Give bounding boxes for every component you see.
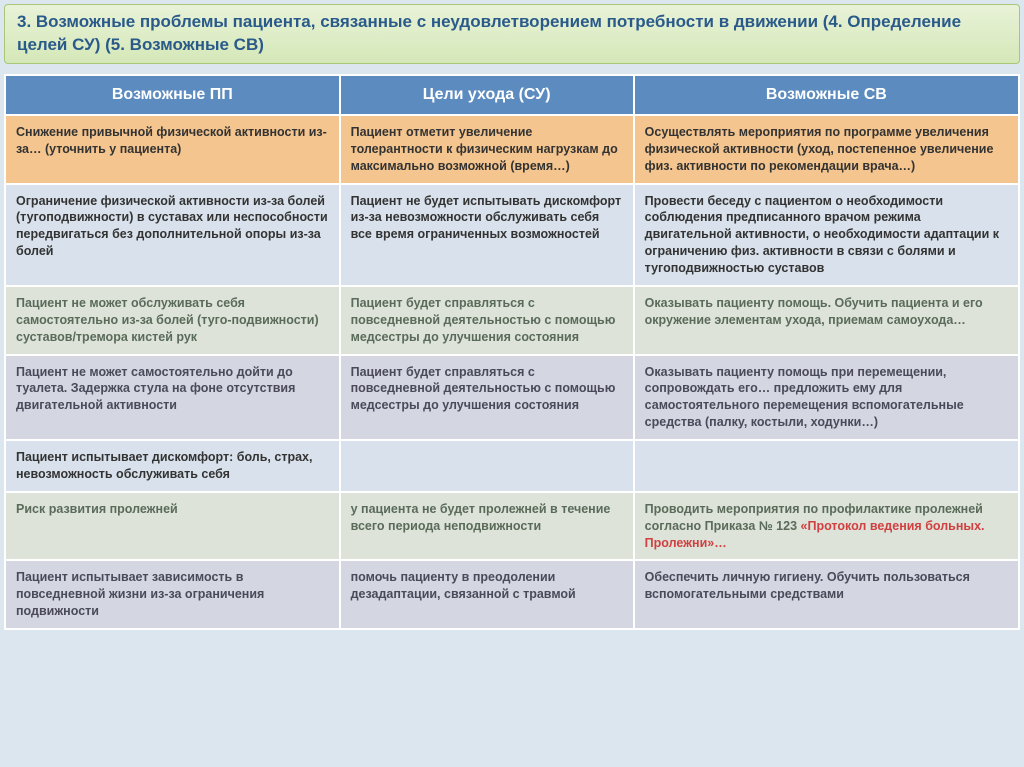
cell-su: помочь пациенту в преодолении дезадаптац… (340, 560, 634, 629)
cell-pp: Пациент испытывает дискомфорт: боль, стр… (5, 440, 340, 492)
cell-sv: Провести беседу с пациентом о необходимо… (634, 184, 1019, 286)
cell-su: Пациент будет справляться с повседневной… (340, 355, 634, 441)
cell-sv: Осуществлять мероприятия по программе ув… (634, 115, 1019, 184)
table-row: Пациент не может самостоятельно дойти до… (5, 355, 1019, 441)
slide-title: 3. Возможные проблемы пациента, связанны… (17, 11, 1007, 57)
cell-su (340, 440, 634, 492)
cell-su: Пациент отметит увеличение толерантности… (340, 115, 634, 184)
table-row: Пациент не может обслуживать себя самост… (5, 286, 1019, 355)
table-row: Пациент испытывает дискомфорт: боль, стр… (5, 440, 1019, 492)
cell-su: Пациент будет справляться с повседневной… (340, 286, 634, 355)
col-header-su: Цели ухода (СУ) (340, 75, 634, 115)
col-header-pp: Возможные ПП (5, 75, 340, 115)
cell-pp: Пациент не может обслуживать себя самост… (5, 286, 340, 355)
cell-sv: Оказывать пациенту помощь при перемещени… (634, 355, 1019, 441)
cell-pp: Риск развития пролежней (5, 492, 340, 561)
cell-pp: Ограничение физической активности из-за … (5, 184, 340, 286)
slide-header: 3. Возможные проблемы пациента, связанны… (4, 4, 1020, 64)
table-header-row: Возможные ПП Цели ухода (СУ) Возможные С… (5, 75, 1019, 115)
cell-pp: Пациент не может самостоятельно дойти до… (5, 355, 340, 441)
col-header-sv: Возможные СВ (634, 75, 1019, 115)
cell-pp: Пациент испытывает зависимость в повседн… (5, 560, 340, 629)
cell-pp: Снижение привычной физической активности… (5, 115, 340, 184)
table-row: Риск развития пролежней у пациента не бу… (5, 492, 1019, 561)
cell-sv: Обеспечить личную гигиену. Обучить польз… (634, 560, 1019, 629)
problems-table: Возможные ПП Цели ухода (СУ) Возможные С… (4, 74, 1020, 630)
table-row: Ограничение физической активности из-за … (5, 184, 1019, 286)
table-row: Снижение привычной физической активности… (5, 115, 1019, 184)
cell-su: у пациента не будет пролежней в течение … (340, 492, 634, 561)
cell-sv: Оказывать пациенту помощь. Обучить пацие… (634, 286, 1019, 355)
cell-sv (634, 440, 1019, 492)
cell-su: Пациент не будет испытывать дискомфорт и… (340, 184, 634, 286)
table-row: Пациент испытывает зависимость в повседн… (5, 560, 1019, 629)
cell-sv: Проводить мероприятия по профилактике пр… (634, 492, 1019, 561)
